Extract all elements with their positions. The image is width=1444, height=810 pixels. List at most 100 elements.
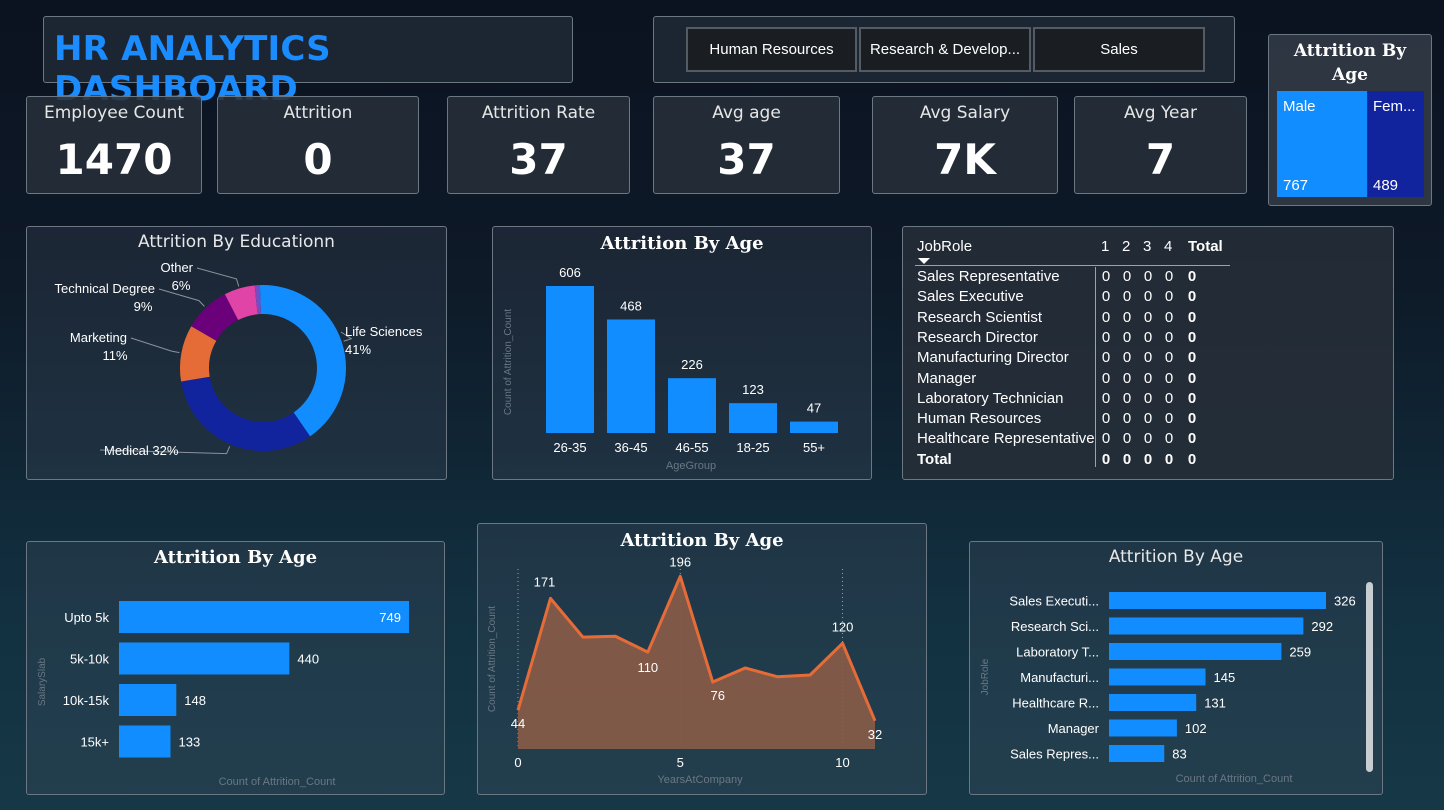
donut-value-label: 6% [172, 278, 191, 293]
matrix-cell: 0 [1143, 268, 1153, 285]
jobrole-bar [1109, 694, 1197, 711]
matrix-cell: 0 [1122, 450, 1132, 468]
treemap-tile-label: Fem... [1373, 98, 1416, 115]
matrix-cell: 0 [1143, 349, 1153, 367]
point-data-label: 32 [868, 727, 882, 742]
kpi-label: Avg Salary [919, 103, 1011, 123]
bar-data-label: 468 [620, 298, 642, 313]
matrix-cell: 0 [1164, 308, 1174, 326]
age-bar-panel: Attrition By Age 606 26-35 468 36-45 226 46-5… [492, 226, 872, 480]
matrix-cell: 0 [1122, 308, 1132, 326]
bar-data-label: 326 [1334, 594, 1356, 609]
vertical-scrollbar[interactable] [1366, 582, 1373, 772]
matrix-cell: 0 [1143, 450, 1153, 468]
matrix-column-divider [1095, 267, 1096, 467]
matrix-cell: 0 [1101, 328, 1111, 346]
x-tick-label: 0 [514, 755, 521, 770]
treemap-tile-male[interactable]: Male 767 [1277, 91, 1367, 197]
matrix-cell: 0 [1187, 430, 1197, 448]
matrix-cell: 0 [1164, 369, 1174, 387]
chart-title: Attrition By Age [620, 530, 784, 551]
chart-title: Attrition By Educationn [138, 232, 335, 252]
donut-label: Marketing [70, 330, 127, 345]
matrix-cell: 0 [1187, 389, 1197, 407]
kpi-value: 0 [303, 135, 333, 184]
jobrole-hbar-panel: Attrition By Age 326 Sales Executi... 292 R… [969, 541, 1383, 795]
x-tick-label: 36-45 [614, 440, 647, 455]
bar-data-label: 131 [1204, 696, 1226, 711]
education-donut-chart: Life Sciences 41% Medical 32% Marketing 11% T… [55, 260, 423, 458]
y-tick-label: Manufacturi... [1020, 670, 1099, 685]
donut-label: Technical Degree [55, 281, 155, 296]
matrix-cell: 0 [1143, 308, 1153, 326]
bar-data-label: 148 [184, 693, 206, 708]
matrix-row-label: Human Resources [917, 410, 1042, 428]
donut-slice [180, 326, 217, 382]
bar-data-label: 606 [559, 265, 581, 280]
jobrole-bar [1109, 745, 1165, 762]
donut-leader-line [196, 267, 240, 287]
y-tick-label: Sales Repres... [1010, 747, 1099, 762]
jobrole-bar [1109, 592, 1326, 609]
kpi-value: 37 [509, 135, 568, 184]
matrix-cell: 0 [1187, 288, 1197, 306]
salary-hbar-panel: Attrition By Age 749 Upto 5k 440 5k-10k 148 1… [26, 541, 445, 795]
matrix-cell: 0 [1187, 328, 1197, 346]
point-data-label: 44 [511, 716, 525, 731]
x-tick-label: 26-35 [553, 440, 586, 455]
sort-desc-icon[interactable] [917, 257, 931, 265]
point-data-label: 196 [669, 554, 691, 569]
matrix-cell: 0 [1122, 389, 1132, 407]
years-area-panel: Attrition By Age 0 5 10 44 171 110 196 76 120 32 Y… [477, 523, 927, 795]
years-area-chart: 0 5 10 44 171 110 196 76 120 32 YearsAtCompany Coun… [487, 554, 882, 786]
matrix-row-label: Research Scientist [917, 308, 1043, 326]
salary-bar [119, 725, 171, 758]
matrix-cell: 0 [1143, 369, 1153, 387]
slicer-item-research-development[interactable]: Research & Develop... [859, 27, 1031, 72]
matrix-header-level: 1 [1101, 238, 1110, 255]
age-bar [729, 403, 777, 433]
matrix-cell: 0 [1122, 430, 1132, 448]
matrix-cell: 0 [1187, 450, 1197, 468]
chart-title: Attrition By Age [1108, 547, 1244, 567]
donut-leader-line [130, 337, 180, 354]
matrix-cell: 0 [1101, 268, 1111, 285]
matrix-header-level: 2 [1122, 238, 1131, 255]
slicer-item-human-resources[interactable]: Human Resources [686, 27, 857, 72]
matrix-total-label: Total [917, 450, 952, 468]
slicer-item-sales[interactable]: Sales [1033, 27, 1205, 72]
kpi-employee-count: Employee Count 1470 [26, 96, 202, 194]
matrix-cell: 0 [1143, 410, 1153, 428]
point-data-label: 120 [832, 619, 854, 634]
matrix-cell: 0 [1101, 349, 1111, 367]
matrix-cell: 0 [1187, 268, 1197, 285]
treemap-tile-female[interactable]: Fem... 489 [1368, 91, 1424, 197]
page-title: HR ANALYTICS DASHBOARD [54, 29, 331, 109]
chart-title: Attrition By Age [153, 547, 318, 568]
donut-slice [191, 294, 239, 341]
bar-data-label: 259 [1289, 645, 1311, 660]
matrix-cell: 0 [1164, 410, 1174, 428]
y-axis-label: Count of Attrition_Count [503, 309, 514, 415]
y-tick-label: 5k-10k [70, 652, 110, 667]
matrix-cell: 0 [1143, 328, 1153, 346]
matrix-cell: 0 [1164, 450, 1174, 468]
kpi-attrition-rate: Attrition Rate 37 [447, 96, 630, 194]
y-tick-label: Sales Executi... [1009, 594, 1099, 609]
matrix-row-label: Manager [917, 369, 977, 387]
matrix-row-label: Laboratory Technician [917, 389, 1064, 407]
matrix-cell: 0 [1122, 369, 1132, 387]
matrix-header-jobrole[interactable]: JobRole [917, 238, 973, 255]
kpi-label: Attrition Rate [481, 103, 596, 123]
kpi-value: 37 [717, 135, 776, 184]
salary-hbar-chart: 749 Upto 5k 440 5k-10k 148 10k-15k 133 15k+ Coun… [37, 601, 409, 788]
matrix-cell: 0 [1187, 410, 1197, 428]
matrix-cell: 0 [1101, 308, 1111, 326]
bar-data-label: 123 [742, 382, 764, 397]
age-bar [607, 319, 655, 433]
donut-slice [224, 285, 258, 321]
bar-data-label: 133 [178, 735, 200, 750]
treemap-tile-label: Male [1283, 98, 1316, 115]
matrix-cell: 0 [1122, 349, 1132, 367]
donut-value-label: 41% [345, 342, 371, 357]
